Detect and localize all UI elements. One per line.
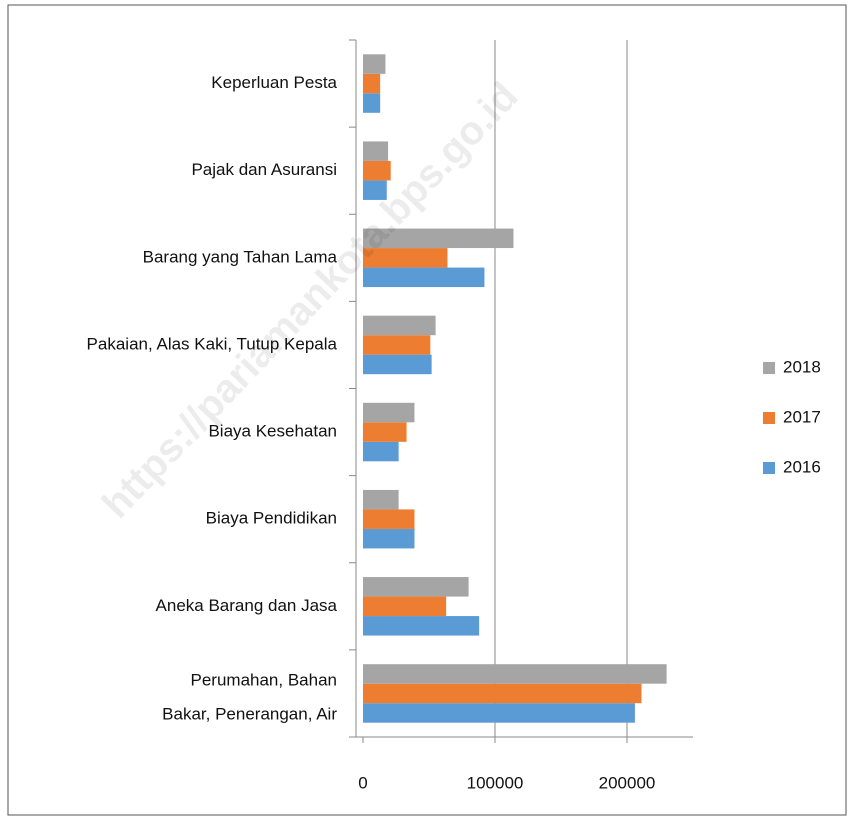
bar — [363, 180, 387, 200]
y-tick-label: Perumahan, Bahan Bakar, Penerangan, Air — [162, 671, 337, 724]
y-tick-label: Pakaian, Alas Kaki, Tutup Kepala — [87, 334, 338, 353]
y-tick-label: Biaya Pendidikan — [206, 509, 337, 528]
watermark: https://pariamankota.bps.go.id — [94, 74, 527, 527]
bar — [363, 160, 391, 181]
bar — [363, 248, 448, 268]
label-line: Bakar, Penerangan, Air — [162, 705, 337, 724]
bar — [363, 267, 485, 288]
y-tick-label: Aneka Barang dan Jasa — [156, 596, 338, 615]
bar — [363, 509, 415, 529]
bar — [363, 596, 447, 617]
legend-label: 2016 — [783, 457, 821, 476]
legend-label: 2018 — [783, 357, 821, 376]
bar — [363, 422, 407, 442]
bar — [363, 335, 431, 355]
bar — [363, 402, 415, 423]
y-tick-label: Pajak dan Asuransi — [191, 160, 337, 179]
bar — [363, 664, 667, 684]
bar — [363, 93, 381, 113]
legend-swatch — [763, 412, 775, 424]
legend-swatch — [763, 362, 775, 374]
y-tick-label: Biaya Kesehatan — [208, 422, 337, 441]
frame — [7, 4, 847, 816]
bar — [363, 54, 386, 74]
legend-label: 2017 — [783, 407, 821, 426]
bar — [363, 315, 436, 336]
bar — [363, 141, 389, 161]
bar — [363, 683, 642, 704]
bar — [363, 354, 432, 375]
bar — [363, 73, 381, 94]
bar — [363, 577, 469, 597]
bar — [363, 528, 415, 549]
bar — [363, 616, 480, 636]
bar — [363, 228, 514, 249]
x-tick-label: 0 — [358, 773, 367, 792]
y-tick-label: Barang yang Tahan Lama — [143, 247, 338, 266]
x-tick-label: 200000 — [599, 773, 656, 792]
legend-swatch — [763, 462, 775, 474]
bar — [363, 703, 635, 723]
bar — [363, 489, 399, 510]
y-tick-label: Keperluan Pesta — [211, 73, 337, 92]
x-tick-label: 100000 — [467, 773, 524, 792]
bar — [363, 441, 399, 462]
label-line: Perumahan, Bahan — [191, 671, 338, 690]
